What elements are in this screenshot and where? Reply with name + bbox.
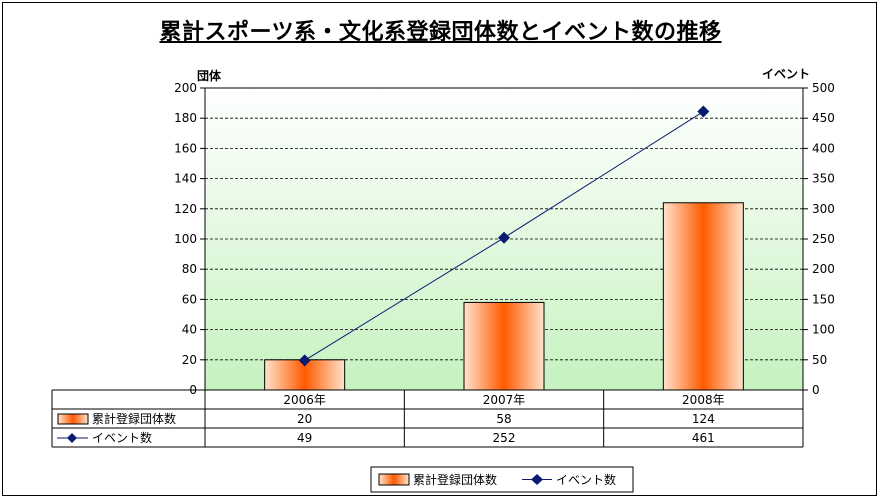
y-right-tick-label: 500 xyxy=(812,81,835,95)
category-label: 2007年 xyxy=(483,393,526,407)
table-value: 461 xyxy=(692,431,715,445)
y-left-axis-label: 団体 xyxy=(197,68,222,83)
category-label: 2006年 xyxy=(283,393,326,407)
y-left-tick-label: 100 xyxy=(174,232,197,246)
line-point xyxy=(298,354,311,367)
line-point xyxy=(498,231,510,244)
legend-entry: 累計登録団体数 xyxy=(413,472,497,487)
y-left-tick-label: 120 xyxy=(174,202,197,216)
line-point xyxy=(697,105,710,118)
table-series-name: 累計登録団体数 xyxy=(92,411,176,426)
bar xyxy=(662,202,744,391)
y-right-tick-label: 50 xyxy=(812,353,827,367)
table-value: 49 xyxy=(297,431,312,445)
legend-entry: イベント数 xyxy=(556,472,616,487)
table-legend-bar-swatch xyxy=(57,413,89,425)
y-right-tick-label: 300 xyxy=(812,202,835,216)
category-label: 2008年 xyxy=(682,393,725,407)
legend-box xyxy=(370,466,634,493)
y-left-tick-label: 40 xyxy=(182,323,197,337)
table-series-name: イベント数 xyxy=(92,430,152,445)
y-left-tick-label: 60 xyxy=(182,292,197,306)
y-left-tick-label: 200 xyxy=(174,81,197,95)
y-right-tick-label: 250 xyxy=(812,232,835,246)
y-right-tick-label: 350 xyxy=(812,172,835,186)
table-value: 20 xyxy=(297,412,312,426)
table-legend-marker xyxy=(67,433,77,443)
y-right-tick-label: 400 xyxy=(812,141,835,155)
legend-bar-swatch xyxy=(378,473,410,486)
bar xyxy=(463,301,545,391)
y-right-tick-label: 100 xyxy=(812,323,835,337)
table-value: 124 xyxy=(692,412,715,426)
y-left-tick-label: 20 xyxy=(182,353,197,367)
y-left-tick-label: 140 xyxy=(174,172,197,186)
y-left-tick-label: 160 xyxy=(174,141,197,155)
y-right-tick-label: 200 xyxy=(812,262,835,276)
y-left-tick-label: 180 xyxy=(174,111,197,125)
y-right-tick-label: 450 xyxy=(812,111,835,125)
y-right-tick-label: 150 xyxy=(812,292,835,306)
legend-line-marker xyxy=(531,474,543,485)
table-value: 252 xyxy=(493,431,516,445)
table-value: 58 xyxy=(496,412,511,426)
y-right-tick-label: 0 xyxy=(812,383,820,397)
y-left-tick-label: 80 xyxy=(182,262,197,276)
chart-title: 累計スポーツ系・文化系登録団体数とイベント数の推移 xyxy=(159,20,722,45)
y-right-axis-label: イベント xyxy=(762,67,810,81)
